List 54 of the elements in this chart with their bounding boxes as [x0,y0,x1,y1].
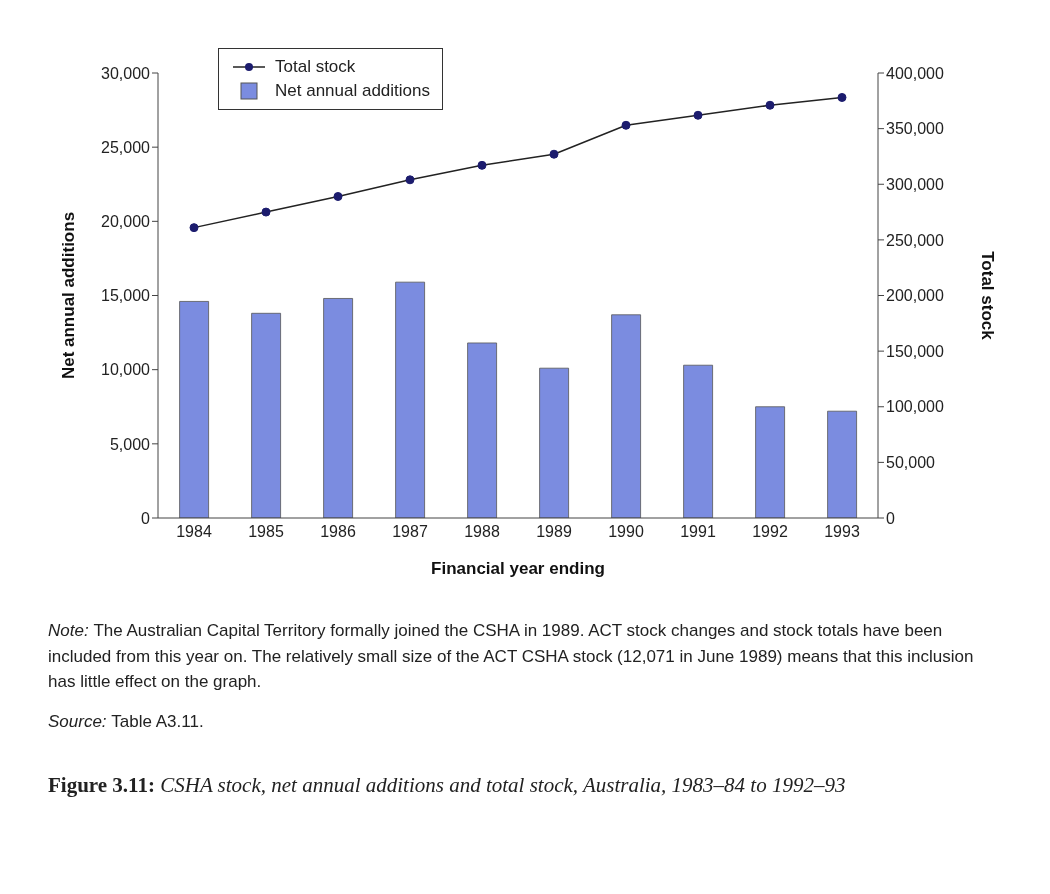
x-axis-title: Financial year ending [431,559,605,578]
y2-tick-label: 100,000 [886,398,944,416]
point [621,120,631,130]
y2-tick-label: 150,000 [886,342,944,360]
point [189,223,199,233]
x-tick-label: 1989 [536,523,572,541]
y2-tick-label: 0 [886,509,895,527]
x-tick-label: 1991 [680,523,716,541]
x-tick-label: 1984 [176,523,212,541]
y2-tick-label: 350,000 [886,120,944,138]
y2-axis-title: Total stock [977,251,997,341]
point [405,175,415,185]
y-axis-title: Net annual additions [59,211,79,380]
point [261,207,271,217]
point [549,149,559,159]
bar [539,367,569,518]
y2-tick-label: 300,000 [886,175,944,193]
point [333,191,343,201]
bar [755,406,785,518]
y2-tick-label: 50,000 [886,454,936,472]
text: Note: The Australian Capital Territory formally joined the CSHA in 1989. ACT stock changes and stock totals have been included from this year on. The relatively small size of the ACT CSHA stock (12,071 in June 1989) means that this inclusion has little effect on the graph. [48,620,975,693]
y-tick-label: 0 [141,509,151,527]
legend-label: Total stock [275,57,356,77]
x-tick-label: 1985 [248,523,284,541]
y2-tick-label: 250,000 [886,231,944,249]
bar [467,342,497,518]
point [765,100,775,110]
x-tick-label: 1988 [464,523,500,541]
y-tick-label: 30,000 [101,64,151,82]
x-tick-label: 1992 [752,523,788,541]
bar [683,364,713,518]
point [693,110,703,120]
bar [251,312,281,518]
x-tick-label: 1993 [824,523,860,541]
bar [395,281,425,518]
legend-label: Net annual additions [275,81,431,101]
x-tick-label: 1986 [320,523,356,541]
bar [323,298,353,518]
y-tick-label: 15,000 [101,287,151,305]
source-note: Source: Table A3.11. [48,710,205,733]
y-tick-label: 5,000 [109,435,151,453]
y-tick-label: 25,000 [101,138,151,156]
y2-tick-label: 400,000 [886,64,944,82]
text: Figure 3.11: CSHA stock, net annual additions and total stock, Australia, 1983–84 to 1992–93 [48,773,846,797]
point [837,92,847,102]
y2-tick-label: 200,000 [886,287,944,305]
x-tick-label: 1987 [392,523,428,541]
y-tick-label: 10,000 [101,361,151,379]
bar [611,314,641,518]
bar [179,301,209,518]
x-tick-label: 1990 [608,523,644,541]
y-tick-label: 20,000 [101,213,151,231]
point [477,160,487,170]
bar [827,410,857,518]
